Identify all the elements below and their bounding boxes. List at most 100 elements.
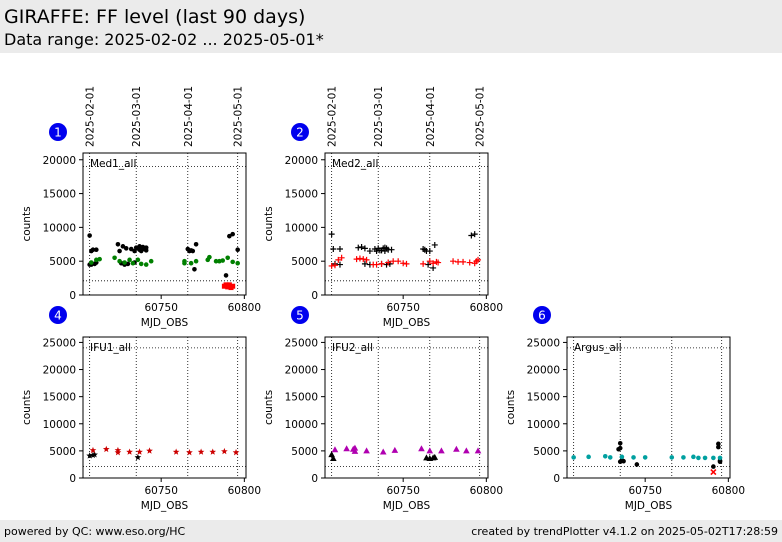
data-point [232, 449, 240, 456]
chart-panel-2: 2025-02-01 2025-03-01 2025-04-01 2025-05-01… [263, 86, 503, 329]
data-point [221, 447, 228, 455]
data-point [356, 255, 363, 262]
data-point [86, 452, 93, 459]
date-tick-label: 2025-05-01 [233, 86, 245, 147]
y-tick-label: 10000 [285, 419, 318, 431]
data-point [335, 256, 342, 263]
x-tick-label: 60800 [470, 302, 503, 314]
chart-panel-6: 0 5000 10000 15000 20000 25000 60750 60800 MJD_O… [505, 306, 745, 512]
y-tick-label: 25000 [527, 337, 560, 349]
data-point [621, 458, 626, 464]
data-point [642, 455, 648, 460]
y-tick-label: 5000 [291, 256, 318, 268]
data-point [571, 455, 576, 460]
data-point [420, 260, 427, 267]
data-point [358, 243, 365, 250]
data-point [330, 454, 337, 461]
y-tick-label: 25000 [43, 337, 76, 349]
y-tick-label: 20000 [43, 155, 76, 167]
data-point [363, 256, 370, 263]
y-tick-label: 5000 [49, 446, 76, 458]
panel-number-badge [49, 123, 67, 141]
y-tick-label: 20000 [285, 155, 318, 167]
data-point [128, 246, 134, 252]
data-point [361, 245, 368, 252]
data-point [343, 445, 350, 452]
x-tick-label: 60800 [228, 302, 261, 314]
data-point [130, 260, 136, 266]
x-tick-label: 60750 [386, 485, 419, 497]
data-point [391, 446, 399, 453]
y-tick-label: 10000 [285, 222, 318, 234]
data-point [230, 231, 235, 237]
page-header: GIRAFFE: FF level (last 90 days) Data ra… [0, 0, 782, 53]
data-point [475, 256, 482, 263]
data-point [426, 258, 433, 265]
data-point [122, 260, 127, 265]
x-tick-label: 60750 [628, 485, 661, 497]
panel-number-text: 6 [538, 309, 546, 323]
data-point [89, 260, 94, 265]
data-point [395, 258, 402, 265]
data-point [135, 257, 141, 263]
chart-panel-4: 0 5000 10000 15000 20000 25000 60750 60800 MJD_O… [21, 306, 261, 512]
data-point [711, 464, 716, 469]
footer-powered-by: powered by QC: www.eso.org/HC [4, 525, 186, 538]
page-footer: powered by QC: www.eso.org/HC created by… [0, 520, 782, 542]
data-point [717, 459, 723, 465]
x-axis-label: MJD_OBS [383, 317, 431, 329]
data-point [115, 241, 121, 247]
data-point [634, 462, 640, 467]
data-point [126, 448, 133, 455]
data-point [89, 446, 97, 454]
y-tick-label: 25000 [285, 337, 318, 349]
x-tick-label: 60800 [228, 485, 261, 497]
y-tick-label: 20000 [527, 365, 560, 377]
data-point [207, 254, 212, 260]
y-tick-label: 15000 [285, 189, 318, 201]
data-point [366, 248, 373, 255]
data-point [120, 244, 126, 249]
data-point [385, 259, 392, 266]
plot-frame [324, 152, 489, 296]
date-tick-label: 2025-03-01 [373, 86, 385, 147]
date-tick-label: 2025-05-01 [475, 86, 487, 147]
y-tick-label: 0 [311, 473, 318, 485]
data-point [91, 451, 98, 458]
data-point [388, 246, 395, 253]
data-point [681, 455, 686, 460]
data-point [353, 256, 360, 263]
data-point [426, 447, 434, 454]
y-axis-label: counts [21, 390, 33, 425]
y-axis-label: counts [21, 206, 33, 241]
data-point [143, 248, 149, 253]
data-point [378, 260, 385, 267]
data-point [230, 259, 235, 265]
x-axis-label: MJD_OBS [141, 317, 189, 329]
data-point [186, 449, 193, 456]
y-tick-label: 0 [311, 290, 318, 302]
data-point [148, 258, 154, 264]
data-point [117, 258, 122, 264]
data-point [143, 262, 149, 267]
data-point [426, 248, 433, 255]
data-point [336, 246, 343, 253]
date-tick-label: 2025-03-01 [131, 86, 143, 147]
panel-number-text: 2 [296, 126, 304, 140]
y-axis-label: counts [263, 206, 275, 241]
y-tick-label: 10000 [43, 419, 76, 431]
date-tick-label: 2025-04-01 [183, 86, 195, 147]
panel-number-badge [291, 123, 309, 141]
data-point [425, 261, 432, 268]
data-point [102, 445, 110, 453]
x-axis-label: MJD_OBS [141, 500, 189, 512]
data-point [182, 260, 187, 266]
data-point [136, 448, 143, 455]
data-point [716, 441, 721, 447]
plot-frame [324, 336, 489, 479]
data-point [471, 231, 478, 238]
y-tick-label: 0 [69, 290, 76, 302]
data-point [146, 447, 153, 454]
data-point [617, 440, 623, 446]
panel-label: Med1_all [90, 158, 136, 170]
